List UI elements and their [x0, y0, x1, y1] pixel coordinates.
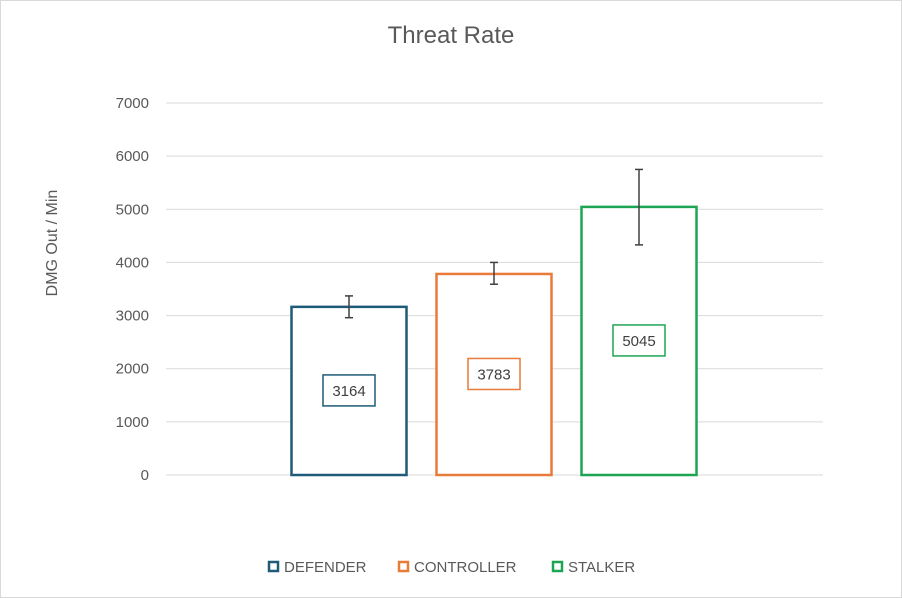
- data-label-box: [467, 357, 521, 391]
- y-tick-label: 7000: [116, 95, 149, 112]
- y-tick-label: 5000: [116, 201, 149, 218]
- y-tick-label: 4000: [116, 254, 149, 271]
- legend-swatch: [551, 560, 564, 573]
- data-label-box: [612, 324, 666, 357]
- y-tick-label: 1000: [116, 414, 149, 431]
- chart-title: Threat Rate: [388, 22, 515, 49]
- legend-label: DEFENDER: [284, 559, 367, 576]
- y-axis-label: DMG Out / Min: [44, 190, 61, 297]
- data-label: 3783: [477, 366, 510, 383]
- y-tick-label: 0: [141, 467, 149, 484]
- legend-label: CONTROLLER: [414, 559, 517, 576]
- legend-label: STALKER: [568, 559, 635, 576]
- y-tick-label: 3000: [116, 308, 149, 325]
- data-label: 3164: [332, 383, 365, 400]
- y-tick-label: 2000: [116, 361, 149, 378]
- data-label-box: [322, 374, 376, 407]
- legend-swatch: [397, 560, 410, 573]
- y-tick-label: 6000: [116, 148, 149, 165]
- legend-swatch: [267, 560, 280, 573]
- data-label: 5045: [622, 333, 655, 350]
